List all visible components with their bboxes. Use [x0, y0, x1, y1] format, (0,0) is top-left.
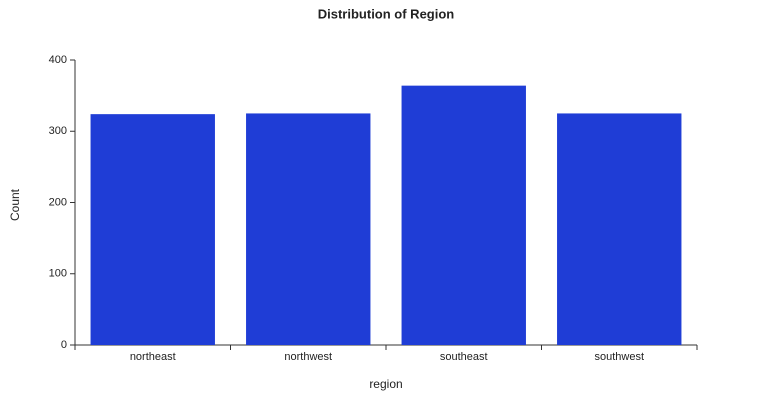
y-axis-label: Count — [8, 188, 22, 221]
bar — [90, 114, 215, 346]
y-tick-label: 200 — [49, 196, 67, 208]
x-axis-label: region — [369, 377, 402, 391]
y-tick-label: 100 — [49, 268, 67, 280]
y-tick-label: 300 — [49, 125, 67, 137]
chart-title: Distribution of Region — [318, 6, 455, 21]
bar — [557, 113, 682, 345]
bar — [246, 113, 371, 345]
x-tick-label: southeast — [440, 351, 488, 363]
bar — [401, 85, 526, 346]
y-tick-label: 400 — [49, 54, 67, 66]
x-tick-label: northwest — [284, 351, 332, 363]
y-tick-label: 0 — [61, 339, 67, 351]
x-tick-label: northeast — [130, 351, 176, 363]
x-tick-label: southwest — [594, 351, 644, 363]
